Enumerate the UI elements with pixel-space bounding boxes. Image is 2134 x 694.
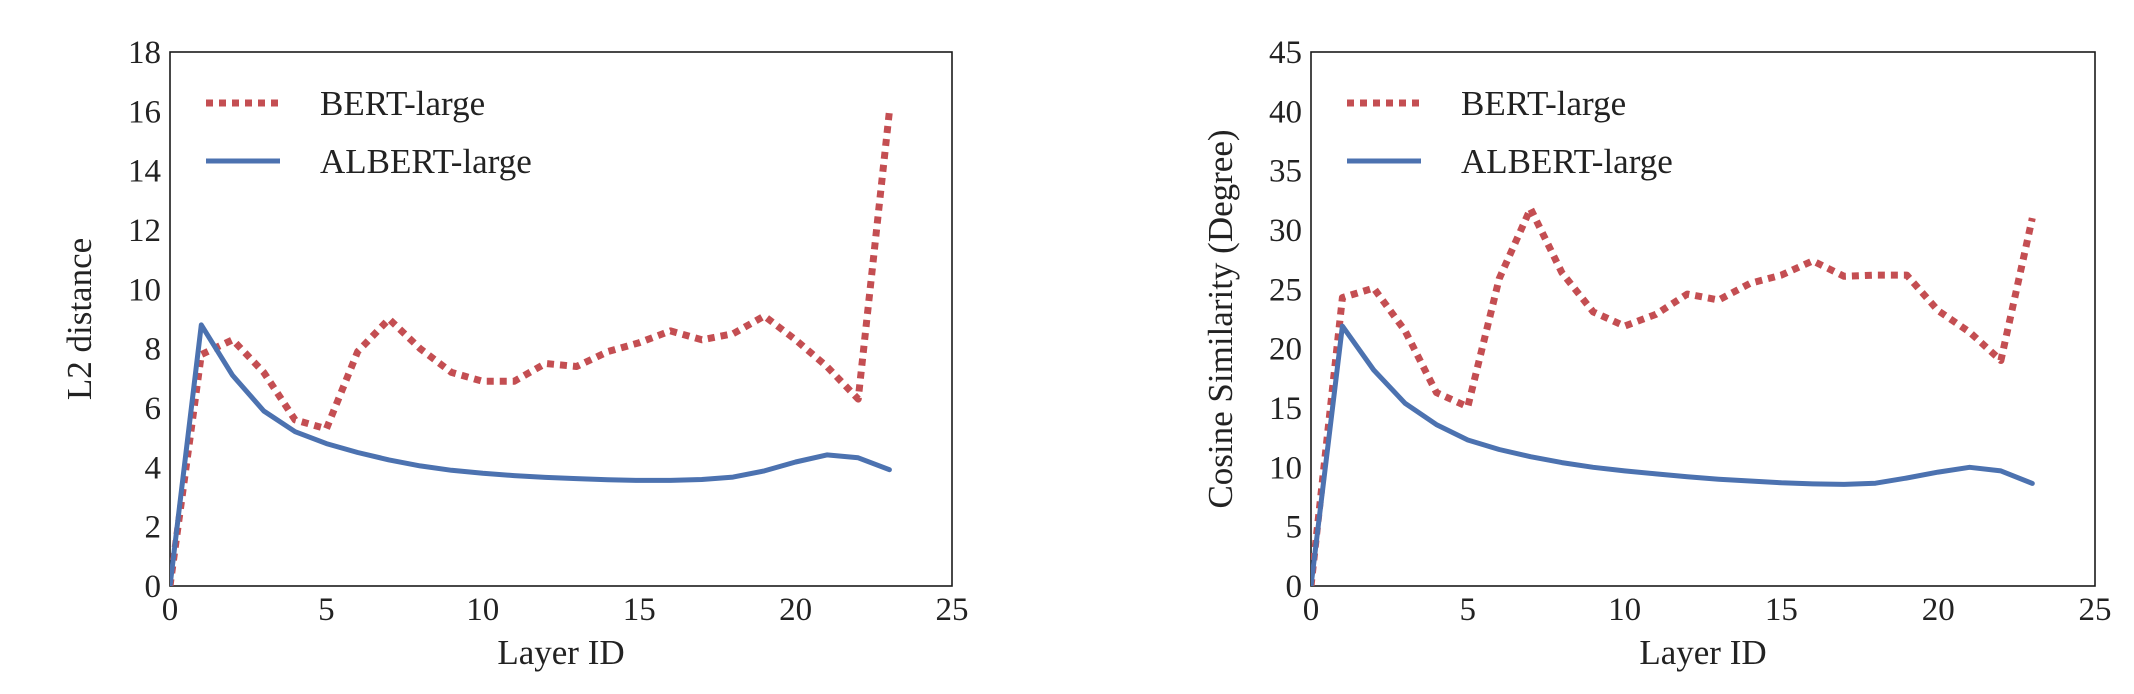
chart-1-y-axis-label: L2 distance bbox=[60, 238, 99, 400]
chart-2-series-line-bert-large bbox=[1311, 205, 2036, 586]
chart-2-group: 0 5 10 15 20 25 0 5 10 15 20 25 30 35 40 45 Layer ID Cosi… bbox=[1201, 35, 2112, 672]
chart-2-x-tick-label: 0 bbox=[1303, 592, 1320, 628]
chart-1-x-tick-label: 0 bbox=[162, 592, 179, 628]
chart-2-x-tick-label: 5 bbox=[1460, 592, 1477, 628]
chart-1-y-tick-label: 10 bbox=[128, 272, 161, 308]
chart-2-y-tick-label: 10 bbox=[1269, 450, 1302, 486]
chart-2-legend-label-bert-large: BERT-large bbox=[1461, 84, 1626, 123]
chart-1-y-tick-label: 4 bbox=[145, 450, 162, 486]
chart-1-x-tick-label: 20 bbox=[779, 592, 812, 628]
chart-1-x-axis-label: Layer ID bbox=[497, 633, 624, 672]
chart-2-x-tick-label: 25 bbox=[2079, 592, 2112, 628]
chart-1-y-tick-label: 0 bbox=[145, 569, 162, 605]
chart-1-legend-label-albert-large: ALBERT-large bbox=[320, 142, 532, 181]
chart-1-y-tick-label: 6 bbox=[145, 391, 162, 427]
chart-2-y-tick-label: 40 bbox=[1269, 94, 1302, 130]
chart-1-y-tick-label: 12 bbox=[128, 213, 161, 249]
chart-1-y-tick-label: 8 bbox=[145, 332, 162, 368]
chart-1-x-tick-label: 10 bbox=[466, 592, 499, 628]
chart-2-x-tick-label: 20 bbox=[1922, 592, 1955, 628]
chart-2-plot-frame bbox=[1310, 51, 2096, 587]
chart-2-y-tick-label: 5 bbox=[1286, 510, 1303, 546]
chart-2-y-tick-label: 35 bbox=[1269, 154, 1302, 190]
chart-2-y-tick-label: 0 bbox=[1286, 569, 1303, 605]
chart-2-x-axis-label: Layer ID bbox=[1639, 633, 1766, 672]
chart-2-y-axis-label: Cosine Similarity (Degree) bbox=[1201, 129, 1240, 508]
chart-1-series-line-albert-large bbox=[170, 322, 892, 586]
chart-1-x-tick-label: 25 bbox=[936, 592, 969, 628]
chart-1-plot-frame bbox=[169, 51, 953, 587]
chart-1-x-tick-label: 15 bbox=[623, 592, 656, 628]
chart-2-series-line-albert-large bbox=[1311, 323, 2035, 586]
chart-1-series-line-bert-large bbox=[170, 110, 893, 586]
chart-1-x-tick-label: 5 bbox=[318, 592, 335, 628]
chart-2-y-tick-label: 15 bbox=[1269, 391, 1302, 427]
chart-1-y-tick-label: 14 bbox=[128, 154, 161, 190]
chart-1-y-tick-label: 18 bbox=[128, 35, 161, 71]
chart-1-group: 0 5 10 15 20 25 0 2 4 6 8 10 12 14 16 18 Layer ID L2 dist… bbox=[60, 35, 969, 672]
chart-2-y-tick-label: 45 bbox=[1269, 35, 1302, 71]
chart-2-y-tick-label: 25 bbox=[1269, 272, 1302, 308]
chart-2-y-tick-label: 20 bbox=[1269, 332, 1302, 368]
chart-2-legend-label-albert-large: ALBERT-large bbox=[1461, 142, 1673, 181]
chart-1-y-tick-label: 2 bbox=[145, 510, 162, 546]
chart-2-x-tick-label: 10 bbox=[1608, 592, 1641, 628]
chart-2-x-tick-label: 15 bbox=[1765, 592, 1798, 628]
chart-1-y-tick-label: 16 bbox=[128, 94, 161, 130]
chart-2-y-tick-label: 30 bbox=[1269, 213, 1302, 249]
chart-1-legend-label-bert-large: BERT-large bbox=[320, 84, 485, 123]
